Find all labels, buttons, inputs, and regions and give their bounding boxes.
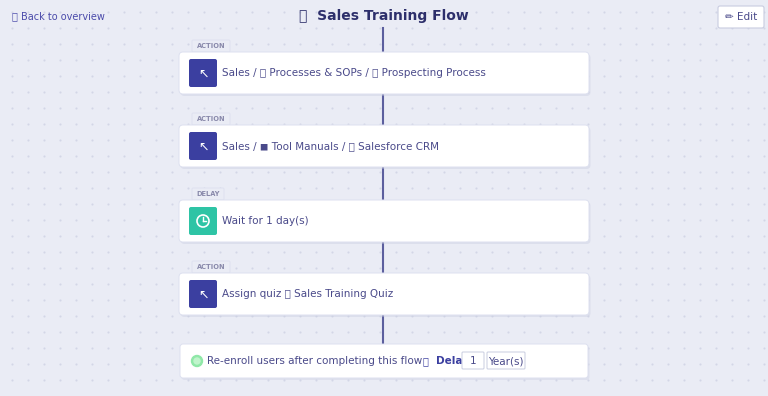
FancyBboxPatch shape — [179, 273, 589, 315]
FancyBboxPatch shape — [718, 6, 764, 28]
FancyBboxPatch shape — [487, 352, 525, 369]
FancyBboxPatch shape — [192, 113, 230, 125]
Text: ACTION: ACTION — [197, 116, 225, 122]
Text: Wait for 1 day(s): Wait for 1 day(s) — [222, 216, 309, 226]
FancyBboxPatch shape — [179, 125, 589, 167]
FancyBboxPatch shape — [462, 352, 484, 369]
Text: Re-enroll users after completing this flow: Re-enroll users after completing this fl… — [207, 356, 422, 366]
FancyBboxPatch shape — [179, 200, 589, 242]
Text: ↖: ↖ — [197, 141, 208, 154]
FancyBboxPatch shape — [189, 132, 217, 160]
Text: Assign quiz 🗑 Sales Training Quiz: Assign quiz 🗑 Sales Training Quiz — [222, 289, 393, 299]
Text: ↖: ↖ — [197, 289, 208, 301]
Text: Delay: Delay — [436, 356, 469, 366]
FancyBboxPatch shape — [181, 346, 590, 380]
Circle shape — [191, 356, 203, 367]
FancyBboxPatch shape — [192, 188, 224, 200]
FancyBboxPatch shape — [180, 275, 591, 317]
Text: DELAY: DELAY — [197, 191, 220, 197]
FancyBboxPatch shape — [180, 127, 591, 169]
FancyBboxPatch shape — [180, 202, 591, 244]
Text: Year(s): Year(s) — [488, 356, 524, 366]
Text: ACTION: ACTION — [197, 264, 225, 270]
Text: 🗑  Sales Training Flow: 🗑 Sales Training Flow — [299, 9, 469, 23]
Text: ⬜ Back to overview: ⬜ Back to overview — [12, 11, 105, 21]
FancyBboxPatch shape — [189, 59, 217, 87]
FancyBboxPatch shape — [180, 54, 591, 96]
Text: ✏ Edit: ✏ Edit — [725, 12, 757, 22]
Text: Sales / ◼ Tool Manuals / 🏆 Salesforce CRM: Sales / ◼ Tool Manuals / 🏆 Salesforce CR… — [222, 141, 439, 151]
FancyBboxPatch shape — [189, 207, 217, 235]
Circle shape — [194, 358, 200, 364]
Text: ↖: ↖ — [197, 67, 208, 80]
Text: 1: 1 — [470, 356, 476, 366]
FancyBboxPatch shape — [179, 52, 589, 94]
Text: ⏱: ⏱ — [423, 356, 429, 366]
FancyBboxPatch shape — [192, 40, 230, 52]
FancyBboxPatch shape — [180, 344, 588, 378]
Text: Sales / 🧠 Processes & SOPs / 📕 Prospecting Process: Sales / 🧠 Processes & SOPs / 📕 Prospecti… — [222, 68, 486, 78]
Text: ACTION: ACTION — [197, 43, 225, 49]
FancyBboxPatch shape — [192, 261, 230, 273]
FancyBboxPatch shape — [189, 280, 217, 308]
